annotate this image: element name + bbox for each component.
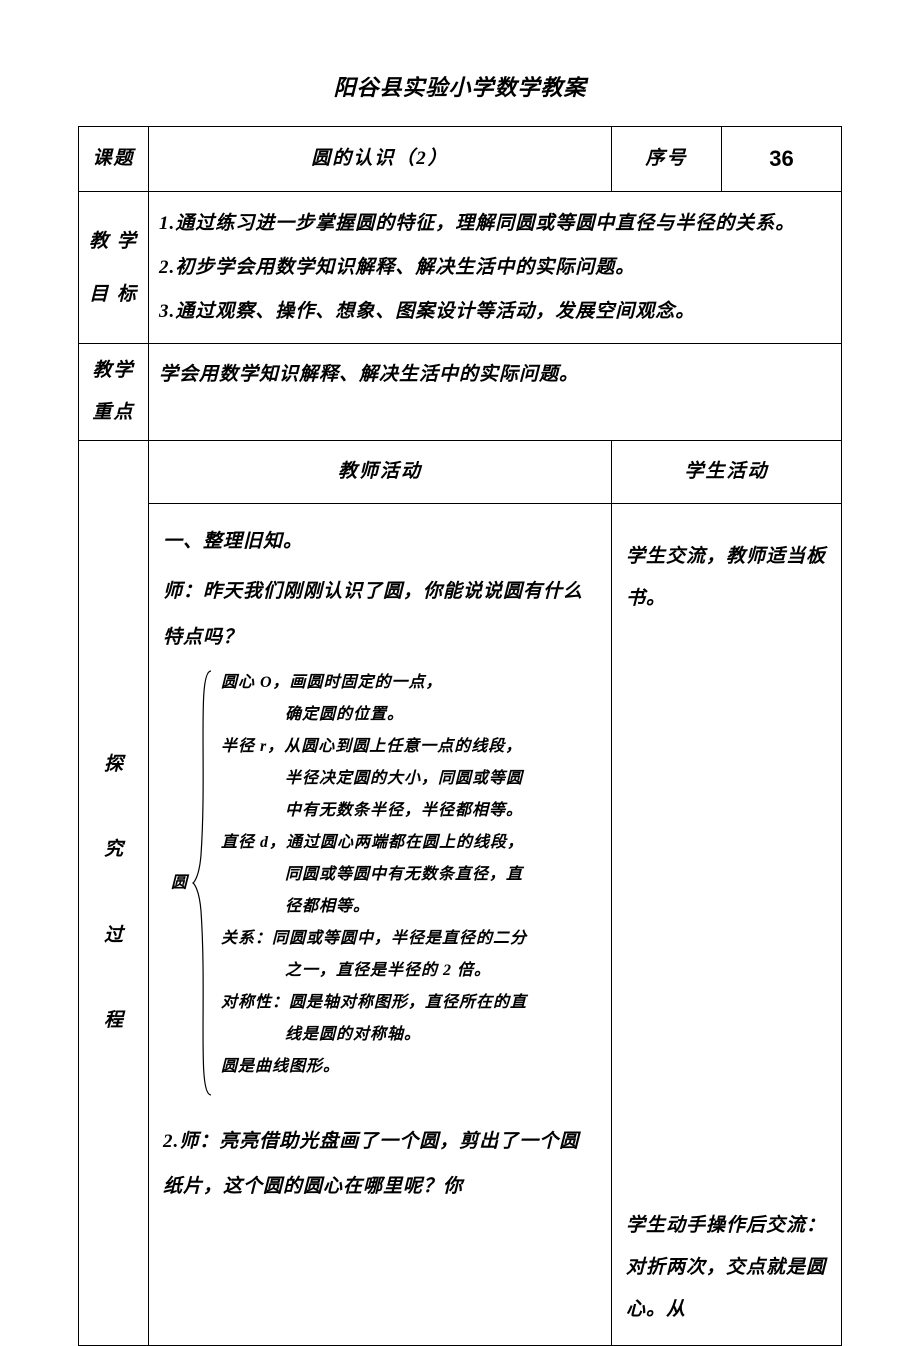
teacher-activity-cell: 一、整理旧知。 师：昨天我们刚刚认识了圆，你能说说圆有什么特点吗？ 圆 圆心 O… <box>149 503 612 1345</box>
table-row: 一、整理旧知。 师：昨天我们刚刚认识了圆，你能说说圆有什么特点吗？ 圆 圆心 O… <box>79 503 842 1345</box>
student-activity-cell: 学生交流，教师适当板书。 学生动手操作后交流： 对折两次，交点就是圆心。从 <box>612 503 842 1345</box>
brace-line: 之一，直径是半径的 2 倍。 <box>221 955 597 987</box>
goal-item: 2.初步学会用数学知识解释、解决生活中的实际问题。 <box>159 246 831 290</box>
label-goals-1: 教 学 <box>89 231 138 252</box>
goal-item: 1.通过练习进一步掌握圆的特征，理解同圆或等圆中直径与半径的关系。 <box>159 202 831 246</box>
label-keypoint-1: 教学 <box>92 360 134 381</box>
brace-line: 半径 r，从圆心到圆上任意一点的线段， <box>221 731 597 763</box>
brace-line: 圆心 O，画圆时固定的一点， <box>221 667 597 699</box>
label-goals: 教 学 目 标 <box>79 192 149 344</box>
brace-line: 圆是曲线图形。 <box>221 1051 597 1083</box>
student-line: 对折两次，交点就是圆心。从 <box>626 1247 827 1331</box>
label-seq: 序号 <box>612 127 722 192</box>
teacher-question: 师：昨天我们刚刚认识了圆，你能说说圆有什么特点吗？ <box>163 569 597 660</box>
label-teacher-activity: 教师活动 <box>149 441 612 504</box>
goal-item: 3.通过观察、操作、想象、图案设计等活动，发展空间观念。 <box>159 290 831 334</box>
brace-line: 中有无数条半径，半径都相等。 <box>221 795 597 827</box>
label-process: 探 究 过 程 <box>79 441 149 1346</box>
teacher-section2: 2.师：亮亮借助光盘画了一个圆，剪出了一个圆纸片，这个圆的圆心在哪里呢？你 <box>163 1119 597 1210</box>
label-topic: 课题 <box>79 127 149 192</box>
brace-line: 确定圆的位置。 <box>221 699 597 731</box>
brace-line: 关系：同圆或等圆中，半径是直径的二分 <box>221 923 597 955</box>
table-row: 探 究 过 程 教师活动 学生活动 <box>79 441 842 504</box>
goals-cell: 1.通过练习进一步掌握圆的特征，理解同圆或等圆中直径与半径的关系。 2.初步学会… <box>149 192 842 344</box>
label-keypoint: 教学 重点 <box>79 344 149 441</box>
page-title: 阳谷县实验小学数学教案 <box>78 70 842 102</box>
brace-line: 同圆或等圆中有无数条直径，直 <box>221 859 597 891</box>
brace-line: 线是圆的对称轴。 <box>221 1019 597 1051</box>
student-line: 学生交流，教师适当板书。 <box>626 536 827 620</box>
keypoint-value: 学会用数学知识解释、解决生活中的实际问题。 <box>149 344 842 441</box>
student-line: 学生动手操作后交流： <box>626 1205 827 1247</box>
brace-diagram: 圆 圆心 O，画圆时固定的一点， 确定圆的位置。 半径 r，从圆心到圆上任意一点… <box>163 667 597 1099</box>
brace-label: 圆 <box>171 865 188 900</box>
label-keypoint-2: 重点 <box>92 402 134 423</box>
brace-line: 直径 d，通过圆心两端都在圆上的线段， <box>221 827 597 859</box>
brace-line: 径都相等。 <box>221 891 597 923</box>
brace-icon <box>191 667 215 1099</box>
char: 探 <box>85 722 142 808</box>
topic-value: 圆的认识（2） <box>149 127 612 192</box>
lesson-plan-table: 课题 圆的认识（2） 序号 36 教 学 目 标 1.通过练习进一步掌握圆的特征… <box>78 126 842 1346</box>
brace-line: 半径决定圆的大小，同圆或等圆 <box>221 763 597 795</box>
label-student-activity: 学生活动 <box>612 441 842 504</box>
brace-line: 对称性：圆是轴对称图形，直径所在的直 <box>221 987 597 1019</box>
section-heading: 一、整理旧知。 <box>163 518 597 566</box>
char: 程 <box>85 978 142 1064</box>
char: 过 <box>85 893 142 979</box>
label-goals-2: 目 标 <box>89 284 138 305</box>
char: 究 <box>85 807 142 893</box>
brace-items: 圆心 O，画圆时固定的一点， 确定圆的位置。 半径 r，从圆心到圆上任意一点的线… <box>221 667 597 1083</box>
table-row: 教学 重点 学会用数学知识解释、解决生活中的实际问题。 <box>79 344 842 441</box>
seq-value: 36 <box>722 127 842 192</box>
table-row: 课题 圆的认识（2） 序号 36 <box>79 127 842 192</box>
